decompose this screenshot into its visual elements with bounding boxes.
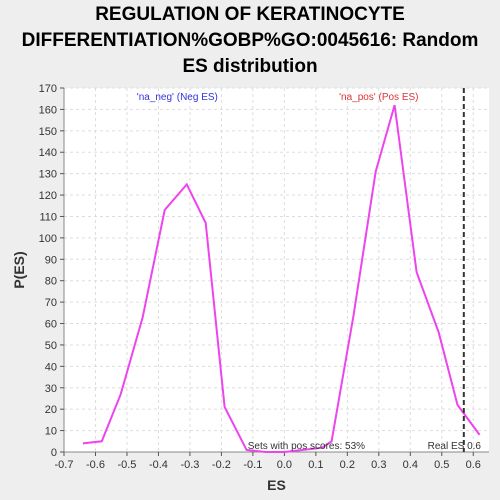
x-tick-label: 0.5 [434,459,449,471]
x-tick-label: 0.3 [371,459,386,471]
chart-title-line-1: REGULATION OF KERATINOCYTE [95,4,405,25]
real-es-label: Real ES 0.6 [428,441,482,452]
x-tick-label: -0.7 [55,459,74,471]
y-axis-ticks: 0 10 20 30 40 50 60 70 80 90 100 110 120 130 140 150 160… [39,83,64,459]
y-tick-label: 80 [45,276,57,288]
y-tick-label: 100 [39,233,57,245]
x-tick-label: 0.4 [403,459,418,471]
chart-title: REGULATION OF KERATINOCYTE DIFFERENTIATI… [0,2,500,80]
y-tick-label: 150 [39,126,57,138]
series-group [82,88,481,453]
y-tick-label: 10 [45,426,57,438]
y-tick-label: 160 [39,104,57,116]
y-tick-label: 40 [45,361,57,373]
x-tick-label: 0.6 [466,459,481,471]
y-tick-label: 90 [45,254,57,266]
pos-scores-annotation: Sets with pos scores: 53% [248,441,365,452]
x-tick-label: 0.0 [277,459,292,471]
chart-title-line-3: ES distribution [182,56,318,77]
plot-area [64,88,489,452]
y-tick-label: 170 [39,83,57,95]
y-tick-label: 130 [39,169,57,181]
neg-es-annotation: 'na_neg' (Neg ES) [137,92,218,103]
x-tick-label: -0.2 [212,459,231,471]
y-tick-label: 60 [45,319,57,331]
y-tick-label: 70 [45,297,57,309]
y-tick-label: 110 [39,211,57,223]
x-tick-label: -0.3 [180,459,199,471]
y-tick-label: 140 [39,147,57,159]
x-axis-ticks: -0.7 -0.6 -0.5 -0.4 -0.3 -0.2 -0.1 0.0 0.1 0.2 0.3… [55,452,481,471]
x-tick-label: -0.5 [117,459,136,471]
es-distribution-line [82,104,481,453]
y-tick-label: 0 [51,447,57,459]
x-axis-label: ES [267,477,286,493]
y-tick-label: 50 [45,340,57,352]
x-tick-label: 0.2 [340,459,355,471]
y-tick-label: 20 [45,404,57,416]
pos-es-annotation: 'na_pos' (Pos ES) [339,92,418,103]
x-tick-label: -0.6 [86,459,105,471]
x-tick-label: -0.1 [243,459,262,471]
y-axis-label: P(ES) [11,251,27,288]
y-tick-label: 30 [45,383,57,395]
annotations: 'na_neg' (Neg ES) 'na_pos' (Pos ES) Sets… [137,92,482,452]
x-tick-label: 0.1 [308,459,323,471]
y-tick-label: 120 [39,190,57,202]
x-tick-label: -0.4 [149,459,168,471]
chart-title-line-2: DIFFERENTIATION%GOBP%GO:0045616: Random [21,30,479,51]
